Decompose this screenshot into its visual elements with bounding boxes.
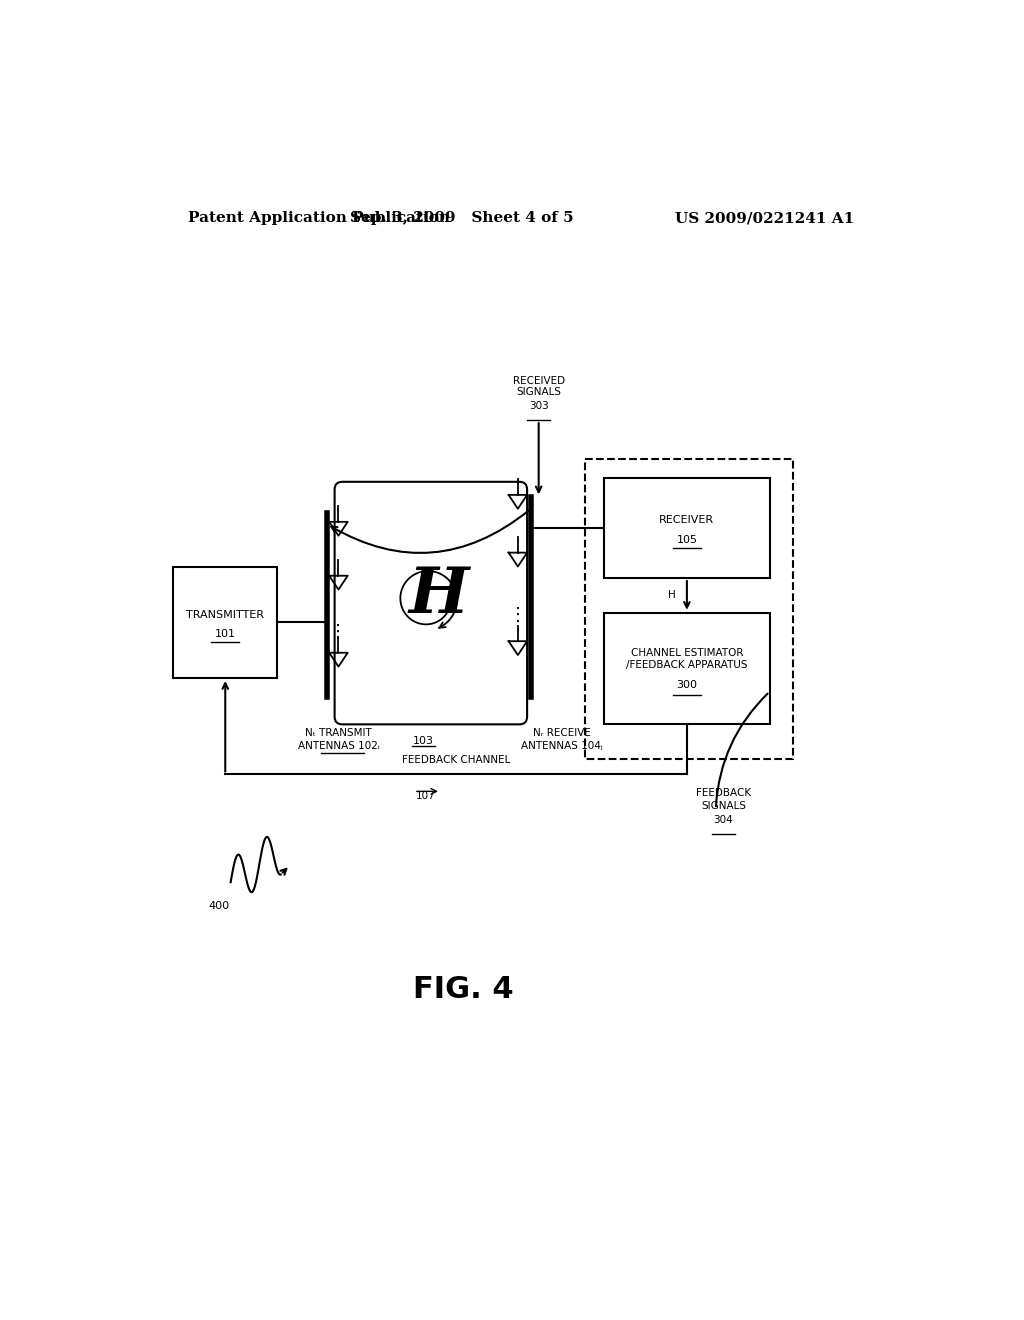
Text: TRANSMITTER: TRANSMITTER (186, 610, 264, 619)
Text: FEEDBACK CHANNEL: FEEDBACK CHANNEL (402, 755, 510, 766)
Text: 101: 101 (214, 628, 236, 639)
Text: FIG. 4: FIG. 4 (413, 975, 513, 1005)
Bar (173, 566, 276, 678)
Text: H: H (409, 565, 469, 626)
Text: 300: 300 (677, 681, 697, 690)
Text: Sep. 3, 2009   Sheet 4 of 5: Sep. 3, 2009 Sheet 4 of 5 (350, 211, 573, 226)
Text: RECEIVED: RECEIVED (513, 376, 564, 385)
Bar (604, 478, 770, 578)
Bar (604, 612, 770, 725)
Bar (585, 459, 793, 759)
Text: /FEEDBACK APPARATUS: /FEEDBACK APPARATUS (626, 660, 748, 669)
Text: 304: 304 (714, 816, 733, 825)
Text: H: H (668, 590, 676, 601)
Text: ANTENNAS 104ⱼ: ANTENNAS 104ⱼ (521, 742, 603, 751)
Text: SIGNALS: SIGNALS (516, 387, 561, 397)
Text: SIGNALS: SIGNALS (701, 801, 745, 812)
Text: 303: 303 (528, 401, 549, 411)
Text: 103: 103 (413, 737, 433, 746)
Text: US 2009/0221241 A1: US 2009/0221241 A1 (675, 211, 854, 226)
FancyBboxPatch shape (335, 482, 527, 725)
Text: Patent Application Publication: Patent Application Publication (188, 211, 451, 226)
Text: 105: 105 (677, 535, 697, 545)
Text: FEEDBACK: FEEDBACK (696, 788, 751, 797)
Text: 400: 400 (209, 902, 229, 911)
Text: CHANNEL ESTIMATOR: CHANNEL ESTIMATOR (631, 648, 743, 659)
Text: ⋮: ⋮ (509, 606, 527, 623)
Text: ⋮: ⋮ (330, 623, 347, 642)
Text: Nᵣ RECEIVE: Nᵣ RECEIVE (532, 729, 591, 738)
Text: ANTENNAS 102ᵢ: ANTENNAS 102ᵢ (298, 742, 379, 751)
Text: 107: 107 (416, 792, 435, 801)
Text: Nₜ TRANSMIT: Nₜ TRANSMIT (305, 729, 372, 738)
Text: RECEIVER: RECEIVER (659, 515, 715, 525)
